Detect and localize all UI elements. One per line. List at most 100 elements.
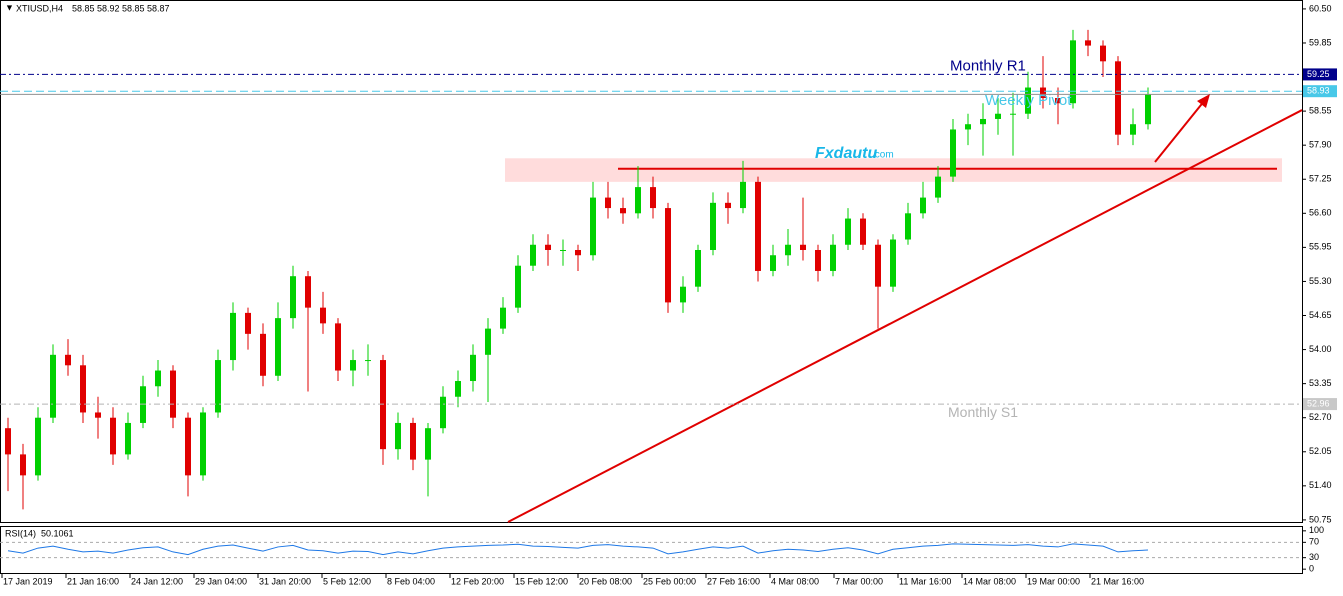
y-tick-label: 54.00 <box>1309 344 1332 354</box>
candle-body <box>440 396 446 429</box>
candle-body <box>515 265 521 308</box>
candle-body <box>980 118 986 125</box>
candle-body <box>710 202 716 250</box>
candle-body <box>350 360 356 371</box>
candle-body <box>1055 98 1061 104</box>
candle-body <box>290 276 296 319</box>
watermark: Fxdautu <box>815 145 877 162</box>
candle-body <box>395 422 401 450</box>
candle-body <box>485 328 491 355</box>
y-tick-label: 52.05 <box>1309 446 1332 456</box>
candle-body <box>530 244 536 266</box>
x-tick-label: 14 Mar 08:00 <box>963 576 1016 586</box>
candle-body <box>20 454 26 476</box>
header-close: 58.87 <box>147 3 170 13</box>
level-name: Monthly S1 <box>948 404 1018 420</box>
candle-body <box>725 202 731 209</box>
candle-body <box>680 286 686 303</box>
candle-body <box>320 307 326 324</box>
candle-body <box>740 181 746 209</box>
candle-body <box>425 428 431 460</box>
level-tag-label: 52.96 <box>1307 398 1330 408</box>
x-tick-label: 8 Feb 04:00 <box>387 576 435 586</box>
y-tick-label: 57.25 <box>1309 174 1332 184</box>
candle-body <box>305 276 311 308</box>
candle-body <box>230 312 236 361</box>
candle-body <box>1040 87 1046 99</box>
rsi-line <box>7 543 1149 556</box>
y-tick-label: 51.40 <box>1309 480 1332 490</box>
candle-body <box>545 244 551 250</box>
candle-body <box>695 249 701 287</box>
x-tick-label: 29 Jan 04:00 <box>195 576 247 586</box>
candle-body <box>1025 87 1031 114</box>
x-tick-label: 4 Mar 08:00 <box>771 576 819 586</box>
candle-body <box>665 208 671 303</box>
main-panel <box>0 0 1303 523</box>
rsi-tick-label: 100 <box>1309 525 1324 535</box>
candle-body <box>155 370 161 387</box>
y-tick-label: 55.95 <box>1309 242 1332 252</box>
candle-body <box>920 197 926 214</box>
rsi-title: RSI(14) <box>5 528 36 538</box>
level-name: Monthly R1 <box>950 57 1026 74</box>
candle-body <box>170 370 176 418</box>
candle-body <box>860 218 866 245</box>
x-tick-label: 20 Feb 08:00 <box>579 576 632 586</box>
candle-body <box>500 307 506 329</box>
candle-body <box>845 218 851 245</box>
x-tick-label: 7 Mar 00:00 <box>835 576 883 586</box>
menu-icon: ▼ <box>5 2 14 12</box>
trendline <box>507 109 1303 523</box>
arrow <box>1154 99 1206 163</box>
candle-body <box>620 208 626 214</box>
x-tick-label: 12 Feb 20:00 <box>451 576 504 586</box>
candle-body <box>1145 94 1151 125</box>
candle-body <box>1130 124 1136 135</box>
candle-body <box>65 354 71 366</box>
x-tick-label: 24 Jan 12:00 <box>131 576 183 586</box>
watermark-suffix: .com <box>872 150 894 161</box>
x-tick-label: 21 Jan 16:00 <box>67 576 119 586</box>
level-tag <box>1303 68 1337 81</box>
candle-body <box>875 244 881 287</box>
y-tick-label: 53.35 <box>1309 378 1332 388</box>
candle-body <box>1100 45 1106 62</box>
candle-body <box>905 213 911 240</box>
candle-body <box>815 249 821 271</box>
candle-body <box>785 244 791 256</box>
candle-body <box>830 244 836 271</box>
y-tick-label: 59.85 <box>1309 37 1332 47</box>
candle-body <box>935 176 941 198</box>
rsi-tick-label: 0 <box>1309 564 1314 574</box>
arrow-head <box>1197 94 1210 108</box>
candle-body <box>380 360 386 450</box>
x-tick-label: 25 Feb 00:00 <box>643 576 696 586</box>
header-open: 58.85 <box>72 3 95 13</box>
candle-body <box>575 249 581 256</box>
candle-body <box>245 312 251 334</box>
y-tick-label: 56.60 <box>1309 208 1332 218</box>
candle-body <box>50 354 56 418</box>
candle-body <box>890 239 896 287</box>
candle-body <box>185 417 191 476</box>
x-tick-label: 27 Feb 16:00 <box>707 576 760 586</box>
candle-body <box>965 124 971 130</box>
candle-body <box>470 354 476 382</box>
candle-body <box>275 318 281 376</box>
candle-body <box>95 412 101 418</box>
candle-body <box>215 360 221 413</box>
header-high: 58.92 <box>97 3 120 13</box>
rsi-panel <box>0 526 1303 574</box>
candle-body <box>260 333 266 376</box>
candle-body <box>650 187 656 209</box>
candle-body <box>35 417 41 476</box>
x-tick-label: 15 Feb 12:00 <box>515 576 568 586</box>
candle-body <box>1010 113 1016 115</box>
candle-body <box>200 412 206 476</box>
candle-body <box>110 417 116 455</box>
candle-body <box>335 323 341 371</box>
candle-body <box>5 428 11 455</box>
candle-body <box>800 244 806 250</box>
